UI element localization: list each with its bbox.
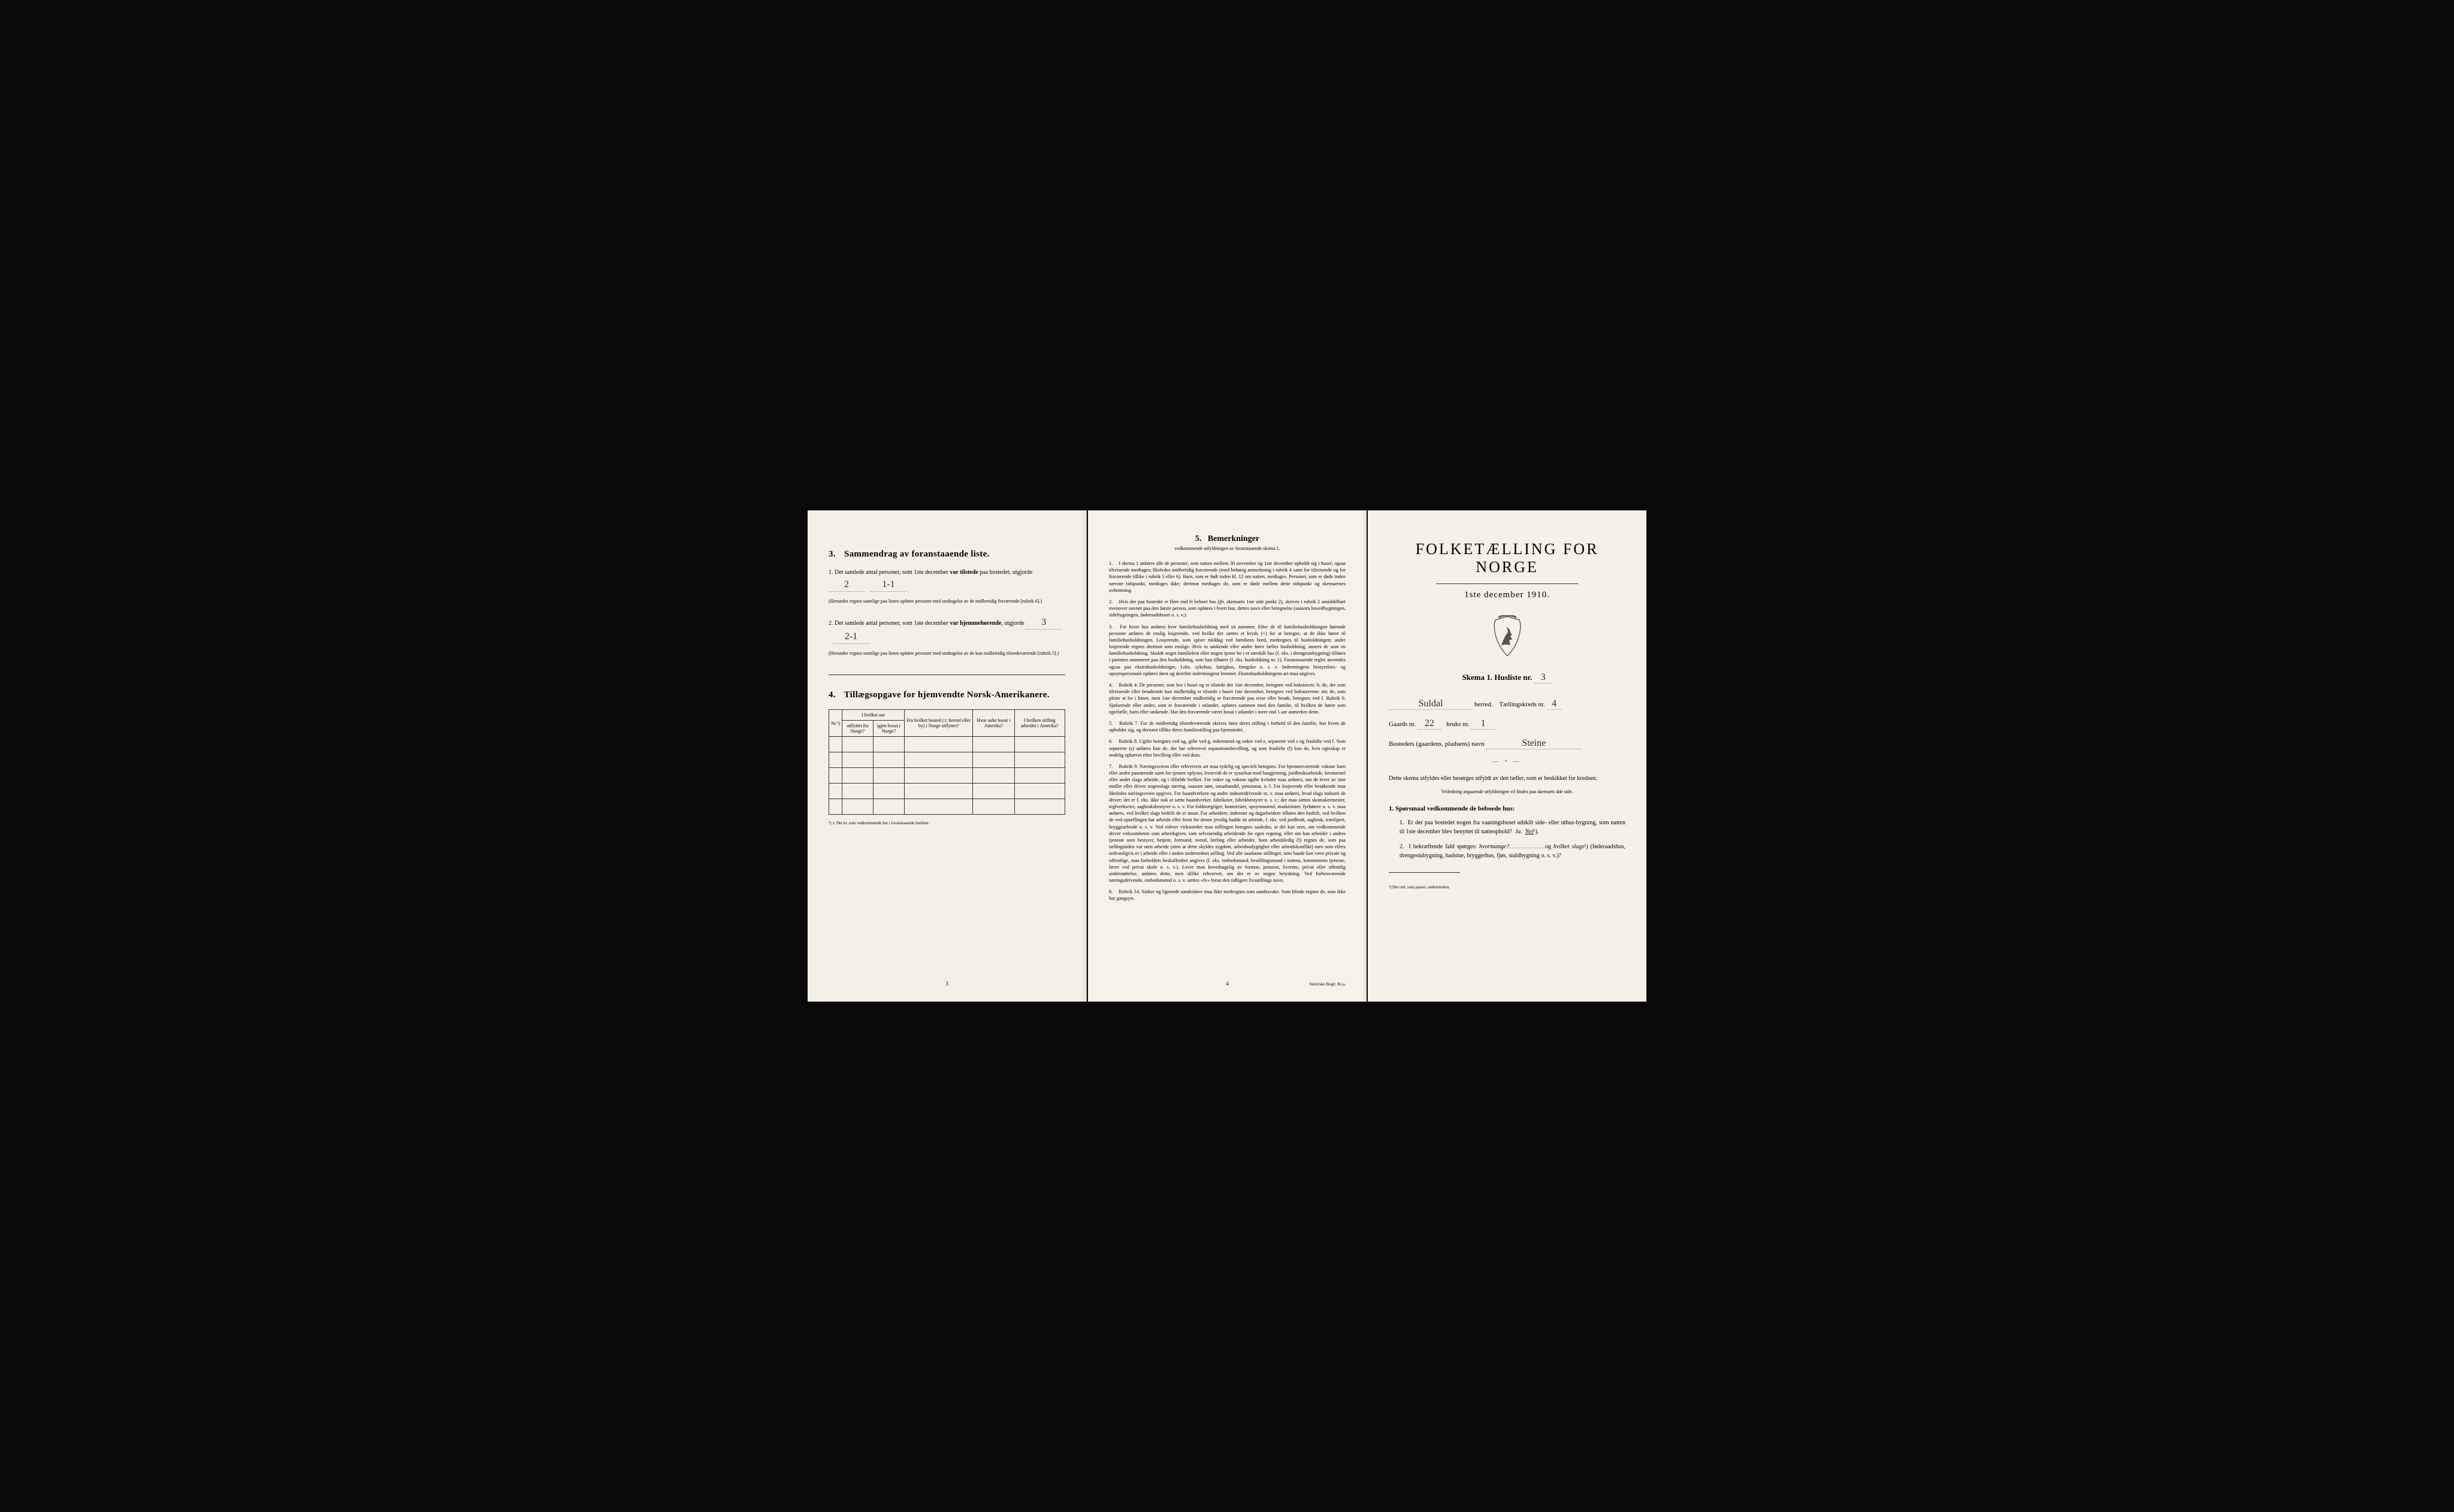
herred-row: Suldal herred. Tællingskreds nr. 4 — [1389, 698, 1625, 710]
q1-sup: ¹). — [1534, 828, 1539, 835]
th-nr: Nr.¹) — [829, 710, 842, 737]
s3-i2-post: , utgjorde — [1001, 620, 1024, 627]
remark-item: 5. Rubrik 7. For de midlertidig tilstede… — [1109, 720, 1346, 733]
section-4-num: 4. — [829, 690, 836, 700]
table-row — [829, 752, 1065, 768]
remark-item: 8. Rubrik 14. Sinker og lignende aandssl… — [1109, 888, 1346, 902]
gaards-value: 22 — [1418, 718, 1441, 730]
remarks-list: 1. I skema 1 anføres alle de personer, s… — [1109, 560, 1346, 902]
q2-ital1: hvormange? — [1479, 843, 1509, 850]
kreds-label: Tællingskreds nr. — [1499, 701, 1545, 708]
page-number-3: 3 — [945, 981, 948, 987]
remark-item: 3. For hvert hus anføres hver familiehus… — [1109, 624, 1346, 678]
bostedet-row: Bostedets (gaardens, pladsens) navn Stei… — [1389, 738, 1625, 749]
bostedet-label: Bostedets (gaardens, pladsens) navn — [1389, 740, 1484, 748]
remark-item: 6. Rubrik 8. Ugifte betegnes ved ug, gif… — [1109, 738, 1346, 758]
s3-item1: 1. Det samlede antal personer, som 1ste … — [829, 568, 1065, 592]
page-number-4: 4 — [1226, 981, 1229, 987]
herred-value: Suldal — [1389, 698, 1473, 710]
question-heading: 1. Spørsmaal vedkommende de beboede hus: — [1389, 805, 1625, 812]
page1-footnote: ¹) Det ord, som passer, understrekes. — [1389, 885, 1625, 890]
document-spread: 3. Sammendrag av foranstaaende liste. 1.… — [808, 510, 1646, 1002]
page-1: FOLKETÆLLING FOR NORGE 1ste december 191… — [1368, 510, 1646, 1002]
th-col3: Hvor sidst bosat i Amerika? — [973, 710, 1014, 737]
gaards-row: Gaards nr. 22 bruks nr. 1 — [1389, 718, 1625, 730]
remarks-num: 5. — [1195, 534, 1202, 543]
s3-i1-post: paa bostedet, utgjorde — [978, 569, 1033, 576]
instruction-1: Dette skema utfyldes eller besørges utfy… — [1389, 774, 1625, 783]
s3-i1-bold: var tilstede — [950, 569, 978, 576]
s3-note1: (Herunder regnes samtlige paa listen opf… — [829, 598, 1065, 604]
q2-mid: og — [1545, 843, 1554, 850]
s3-i2-pre: 2. Det samlede antal personer, som 1ste … — [829, 620, 950, 627]
page-4: 5. Bemerkninger vedkommende utfyldningen… — [1088, 510, 1367, 1002]
printer-mark: Steen'ske Bogtr. Kr.a. — [1309, 982, 1346, 987]
section-3-num: 3. — [829, 549, 836, 559]
section-3-title: 3. Sammendrag av foranstaaende liste. — [829, 549, 1065, 560]
remark-item: 7. Rubrik 9. Næringsveiens eller erhverv… — [1109, 763, 1346, 884]
th-grp1: I hvilket aar — [842, 710, 905, 721]
s3-item2: 2. Det samlede antal personer, som 1ste … — [829, 615, 1065, 644]
q2-ital2: hvilket slags — [1554, 843, 1584, 850]
section-4-title-text: Tillægsopgave for hjemvendte Norsk-Ameri… — [844, 690, 1050, 700]
th-col1b: igjen bosat i Norge? — [873, 721, 904, 737]
gaards-label: Gaards nr. — [1389, 721, 1416, 728]
bostedet-value: Steine — [1486, 738, 1582, 749]
remarks-title: 5. Bemerkninger — [1109, 534, 1346, 544]
th-col1a: utflyttet fra Norge? — [842, 721, 874, 737]
q1-text: Er der paa bostedet nogen fra vaaningshu… — [1400, 819, 1625, 835]
supplement-table: Nr.¹) I hvilket aar Fra hvilket bosted (… — [829, 709, 1065, 815]
page-3: 3. Sammendrag av foranstaaende liste. 1.… — [808, 510, 1087, 1002]
skema-label: Skema 1. Husliste nr. — [1462, 673, 1532, 682]
s3-i1-pre: 1. Det samlede antal personer, som 1ste … — [829, 569, 950, 576]
bruks-value: 1 — [1471, 718, 1495, 730]
th-col2: Fra hvilket bosted (ɔ: herred eller by) … — [904, 710, 972, 737]
remark-item: 1. I skema 1 anføres alle de personer, s… — [1109, 560, 1346, 594]
s3-val1a: 2 — [829, 577, 865, 592]
section-4-title: 4. Tillægsopgave for hjemvendte Norsk-Am… — [829, 690, 1065, 700]
table-row — [829, 768, 1065, 784]
s4-footnote: ¹) ɔ: Det nr. som vedkommende har i fora… — [829, 821, 1065, 825]
s3-note2: (Herunder regnes samtlige paa listen opf… — [829, 650, 1065, 657]
th-col4: I hvilken stilling arbeidet i Amerika? — [1014, 710, 1065, 737]
census-date: 1ste december 1910. — [1389, 590, 1625, 600]
section-3-title-text: Sammendrag av foranstaaende liste. — [844, 549, 990, 559]
s3-val2b: 2-1 — [833, 630, 869, 644]
husliste-nr: 3 — [1534, 672, 1552, 684]
table-row — [829, 784, 1065, 799]
s3-i2-bold: var hjemmehørende — [950, 620, 1001, 627]
main-title: FOLKETÆLLING FOR NORGE — [1389, 540, 1625, 576]
divider-icon: — • — — [1389, 758, 1625, 765]
instruction-2: Veiledning angaaende utfyldningen vil fi… — [1389, 789, 1625, 794]
kreds-value: 4 — [1547, 698, 1562, 710]
s3-val2a: 3 — [1026, 615, 1062, 630]
question-1: 1. Er der paa bostedet nogen fra vaaning… — [1400, 818, 1625, 836]
s3-val1b: 1-1 — [871, 577, 906, 592]
table-row — [829, 799, 1065, 815]
coat-of-arms-icon — [1489, 615, 1525, 657]
table-row — [829, 737, 1065, 752]
remark-item: 4. Rubrik 4. De personer, som bor i huse… — [1109, 682, 1346, 715]
q1-ja: Ja. — [1515, 828, 1522, 835]
remarks-subtitle: vedkommende utfyldningen av foranstaaend… — [1109, 546, 1346, 551]
remarks-title-text: Bemerkninger — [1208, 534, 1259, 543]
remark-item: 2. Hvis der paa bostedet er flere end ét… — [1109, 598, 1346, 619]
skema-line: Skema 1. Husliste nr. 3 — [1389, 672, 1625, 684]
herred-label: herred. — [1474, 701, 1493, 708]
q1-nei: Nei — [1525, 828, 1534, 835]
q2-pre: I bekræftende fald spørges: — [1409, 843, 1479, 850]
bruks-label: bruks nr. — [1446, 721, 1470, 728]
question-2: 2. I bekræftende fald spørges: hvormange… — [1400, 842, 1625, 860]
